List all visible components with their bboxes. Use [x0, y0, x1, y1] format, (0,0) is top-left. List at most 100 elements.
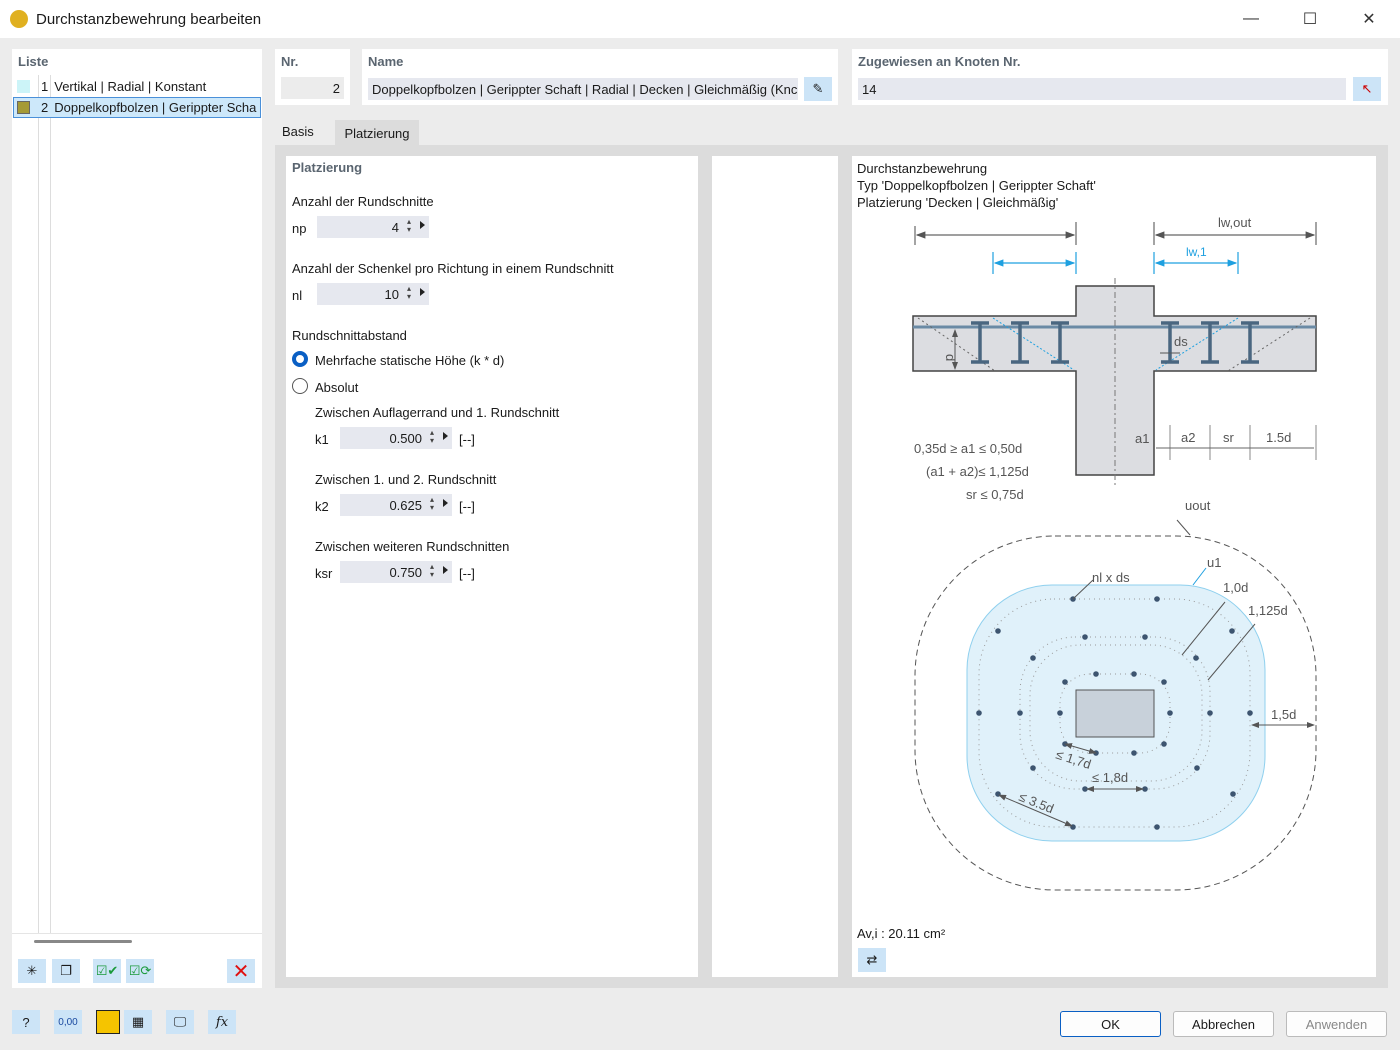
window-title: Durchstanzbewehrung bearbeiten — [36, 10, 262, 28]
diagram-line3: Platzierung 'Decken | Gleichmäßig' — [857, 195, 1059, 210]
formula-1: 0,35d ≥ a1 ≤ 0,50d — [914, 441, 1022, 456]
name-input[interactable]: Doppelkopfbolzen | Gerippter Schaft | Ra… — [368, 78, 798, 100]
cancel-button[interactable]: Abbrechen — [1173, 1011, 1274, 1037]
stud-dot — [1131, 750, 1137, 756]
ok-button[interactable]: OK — [1060, 1011, 1161, 1037]
a1-label: a1 — [1135, 431, 1149, 446]
maximize-button[interactable]: ☐ — [1302, 11, 1318, 28]
k1-label: Zwischen Auflagerrand und 1. Rundschnitt — [315, 405, 560, 420]
stud-dot — [1154, 824, 1160, 830]
option-absolute-label: Absolut — [315, 380, 359, 395]
k2-spinner[interactable]: 0.625 ▴ ▾ — [340, 494, 452, 516]
horizontal-scrollbar[interactable] — [34, 940, 132, 943]
k2-value: 0.625 — [389, 497, 422, 513]
list-item[interactable]: 1 Vertikal | Radial | Konstant — [14, 76, 260, 96]
stud-dot — [1093, 671, 1099, 677]
apply-button[interactable]: Anwenden — [1286, 1011, 1387, 1037]
copy-item-icon[interactable]: ❐ — [52, 959, 80, 983]
item-number: 1 — [41, 78, 49, 94]
stud-dot — [1030, 655, 1036, 661]
list-panel: Liste 1 Vertikal | Radial | Konstant 2 D… — [12, 49, 262, 988]
stud-dot — [1161, 741, 1167, 747]
np-symbol: np — [292, 221, 307, 236]
lw1-label: lw,1 — [1186, 245, 1207, 259]
punching-diagram: d ds lw,out lw,1 a1 a2 sr 1.5d 0,35d ≥ a… — [912, 215, 1317, 891]
a2-label: a2 — [1181, 430, 1195, 445]
item-label: Doppelkopfbolzen | Gerippter Scha — [54, 100, 257, 115]
uout-label: uout — [1185, 498, 1211, 513]
app-icon — [10, 10, 28, 28]
minimize-button[interactable]: — — [1243, 10, 1259, 27]
stud-dot — [1082, 786, 1088, 792]
formula-icon[interactable]: fx — [208, 1010, 236, 1034]
stud-dot — [1230, 791, 1236, 797]
nl-symbol: nl — [292, 288, 303, 303]
nr-header: Nr. — [281, 54, 299, 69]
stud-dot — [1017, 710, 1023, 716]
assigned-panel: Zugewiesen an Knoten Nr. 14 ↖ — [852, 49, 1388, 105]
stud-dot — [1030, 765, 1036, 771]
units-icon[interactable]: 0,00 — [54, 1010, 82, 1034]
assigned-header: Zugewiesen an Knoten Nr. — [858, 54, 1021, 69]
stud-dot — [995, 628, 1001, 634]
d1125-label: 1,125d — [1248, 603, 1288, 618]
np-label: Anzahl der Rundschnitte — [292, 194, 434, 209]
view-icon[interactable]: 🖵 — [166, 1010, 194, 1034]
pick-node-icon[interactable]: ↖ — [1353, 77, 1381, 101]
area-result: Av,i : 20.11 cm² — [857, 926, 946, 941]
k1-value: 0.500 — [389, 430, 422, 446]
ds-label: ds — [1174, 334, 1188, 349]
stud-dot — [1057, 710, 1063, 716]
empty-panel — [712, 156, 838, 977]
stud-dot — [1131, 671, 1137, 677]
stud-dot — [1154, 596, 1160, 602]
k1-spinner[interactable]: 0.500 ▴ ▾ — [340, 427, 452, 449]
delete-icon[interactable]: ✕ — [227, 959, 255, 983]
assigned-nodes-input[interactable]: 14 — [858, 78, 1346, 100]
edit-name-icon[interactable]: ✎ — [804, 77, 832, 101]
stud-dot — [1142, 786, 1148, 792]
name-panel: Name Doppelkopfbolzen | Gerippter Schaft… — [362, 49, 838, 105]
stud-dot — [1161, 679, 1167, 685]
diagram-line2: Typ 'Doppelkopfbolzen | Gerippter Schaft… — [857, 178, 1096, 193]
spacing-label: Rundschnittabstand — [292, 328, 407, 343]
k1-unit: [--] — [459, 432, 475, 447]
ksr-value: 0.750 — [389, 564, 422, 580]
formula-3: sr ≤ 0,75d — [966, 487, 1024, 502]
radio-multiple-height[interactable] — [292, 351, 308, 367]
help-icon[interactable]: ? — [12, 1010, 40, 1034]
nl-label: Anzahl der Schenkel pro Richtung in eine… — [292, 261, 614, 276]
stud-dot — [1207, 710, 1213, 716]
close-button[interactable]: ✕ — [1362, 11, 1376, 28]
stud-dot — [1193, 655, 1199, 661]
stud-dot — [1247, 710, 1253, 716]
diagram-options-icon[interactable]: ⇄ — [858, 948, 886, 972]
item-label: Vertikal | Radial | Konstant — [54, 78, 207, 94]
check-all-icon[interactable]: ☑✔ — [93, 959, 121, 983]
list-item-selected[interactable]: 2 Doppelkopfbolzen | Gerippter Scha — [13, 97, 261, 118]
new-item-icon[interactable]: ✳ — [18, 959, 46, 983]
stud-dot — [1142, 634, 1148, 640]
k2-label: Zwischen 1. und 2. Rundschnitt — [315, 472, 497, 487]
stud-dot — [1062, 679, 1068, 685]
sr-label: sr — [1223, 430, 1235, 445]
color-icon[interactable] — [96, 1010, 120, 1034]
list-header: Liste — [18, 54, 49, 69]
d15b-label: 1,5d — [1271, 707, 1296, 722]
lwout-label: lw,out — [1218, 215, 1252, 230]
tab-basis[interactable]: Basis — [282, 124, 314, 139]
display-properties-icon[interactable]: ▦ — [124, 1010, 152, 1034]
d15-label: 1.5d — [1266, 430, 1291, 445]
option-multiple-height-label: Mehrfache statische Höhe (k * d) — [315, 353, 505, 368]
radio-absolute[interactable] — [292, 378, 308, 394]
np-spinner[interactable]: 4 ▴ ▾ — [317, 216, 429, 238]
k2-unit: [--] — [459, 499, 475, 514]
nr-field: 2 — [281, 77, 344, 99]
nl-spinner[interactable]: 10 ▴ ▾ — [317, 283, 429, 305]
tab-platzierung[interactable]: Platzierung — [335, 120, 419, 146]
nl-value: 10 — [384, 286, 399, 302]
stud-dot — [1167, 710, 1173, 716]
ksr-spinner[interactable]: 0.750 ▴ ▾ — [340, 561, 452, 583]
stud-dot — [1082, 634, 1088, 640]
check-toggle-icon[interactable]: ☑⟳ — [126, 959, 154, 983]
